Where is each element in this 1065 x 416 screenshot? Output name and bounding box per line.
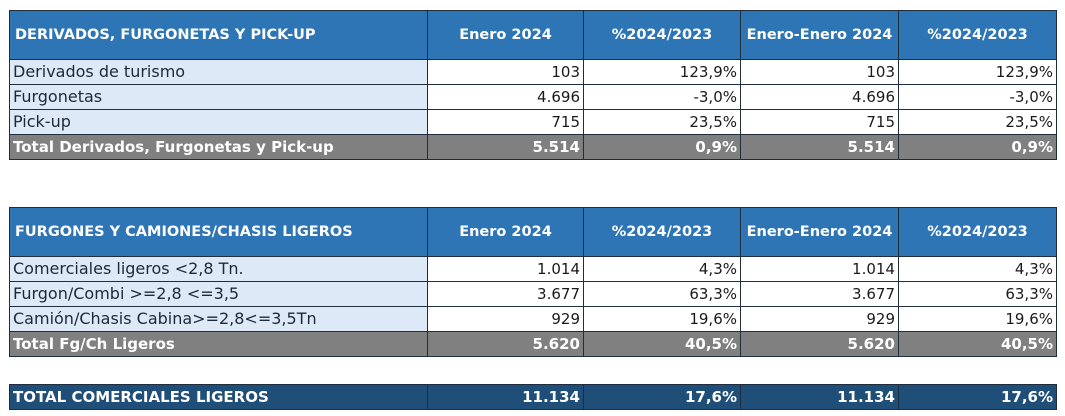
header-month-change: %2024/2023 bbox=[583, 207, 741, 257]
cell-ytd: 1.014 bbox=[740, 256, 899, 282]
table-row: Furgonetas 4.696 -3,0% 4.696 -3,0% bbox=[9, 84, 1057, 110]
header-ytd-change: %2024/2023 bbox=[898, 10, 1057, 60]
cell-ytd-change: 4,3% bbox=[898, 256, 1057, 282]
row-label: Furgon/Combi >=2,8 <=3,5 bbox=[9, 281, 428, 307]
row-label: Comerciales ligeros <2,8 Tn. bbox=[9, 256, 428, 282]
cell-ytd-change: 123,9% bbox=[898, 59, 1057, 85]
cell-month: 929 bbox=[427, 306, 584, 332]
row-label: Pick-up bbox=[9, 109, 428, 135]
table-header-row: FURGONES Y CAMIONES/CHASIS LIGEROS Enero… bbox=[9, 207, 1057, 257]
cell-month: 3.677 bbox=[427, 281, 584, 307]
cell-month-change: -3,0% bbox=[583, 84, 741, 110]
grand-total-month-change: 17,6% bbox=[583, 384, 741, 410]
cell-month-change: 23,5% bbox=[583, 109, 741, 135]
total-month: 5.620 bbox=[427, 331, 584, 357]
table-row: Derivados de turismo 103 123,9% 103 123,… bbox=[9, 59, 1057, 85]
row-label: Camión/Chasis Cabina>=2,8<=3,5Tn bbox=[9, 306, 428, 332]
cell-ytd: 3.677 bbox=[740, 281, 899, 307]
table-furgones-camiones: FURGONES Y CAMIONES/CHASIS LIGEROS Enero… bbox=[9, 207, 1057, 357]
cell-month-change: 123,9% bbox=[583, 59, 741, 85]
header-category: FURGONES Y CAMIONES/CHASIS LIGEROS bbox=[9, 207, 428, 257]
total-ytd-change: 0,9% bbox=[898, 134, 1057, 160]
cell-ytd: 929 bbox=[740, 306, 899, 332]
cell-ytd-change: 23,5% bbox=[898, 109, 1057, 135]
header-ytd-change: %2024/2023 bbox=[898, 207, 1057, 257]
grand-total-row: TOTAL COMERCIALES LIGEROS 11.134 17,6% 1… bbox=[9, 384, 1057, 410]
cell-month-change: 19,6% bbox=[583, 306, 741, 332]
cell-month: 103 bbox=[427, 59, 584, 85]
cell-month: 4.696 bbox=[427, 84, 584, 110]
total-ytd: 5.514 bbox=[740, 134, 899, 160]
total-ytd: 5.620 bbox=[740, 331, 899, 357]
header-month: Enero 2024 bbox=[427, 10, 584, 60]
total-ytd-change: 40,5% bbox=[898, 331, 1057, 357]
table-derivados-furgonetas-pickup: DERIVADOS, FURGONETAS Y PICK-UP Enero 20… bbox=[9, 10, 1057, 160]
grand-total-ytd: 11.134 bbox=[740, 384, 899, 410]
total-label: Total Fg/Ch Ligeros bbox=[9, 331, 428, 357]
table-header-row: DERIVADOS, FURGONETAS Y PICK-UP Enero 20… bbox=[9, 10, 1057, 60]
table-row: Pick-up 715 23,5% 715 23,5% bbox=[9, 109, 1057, 135]
cell-month-change: 4,3% bbox=[583, 256, 741, 282]
total-month: 5.514 bbox=[427, 134, 584, 160]
cell-ytd: 103 bbox=[740, 59, 899, 85]
table-total-row: Total Derivados, Furgonetas y Pick-up 5.… bbox=[9, 134, 1057, 160]
cell-month: 1.014 bbox=[427, 256, 584, 282]
cell-ytd: 715 bbox=[740, 109, 899, 135]
total-label: Total Derivados, Furgonetas y Pick-up bbox=[9, 134, 428, 160]
table-row: Furgon/Combi >=2,8 <=3,5 3.677 63,3% 3.6… bbox=[9, 281, 1057, 307]
cell-ytd-change: -3,0% bbox=[898, 84, 1057, 110]
total-month-change: 40,5% bbox=[583, 331, 741, 357]
row-label: Derivados de turismo bbox=[9, 59, 428, 85]
grand-total-ytd-change: 17,6% bbox=[898, 384, 1057, 410]
header-ytd: Enero-Enero 2024 bbox=[740, 10, 899, 60]
cell-ytd: 4.696 bbox=[740, 84, 899, 110]
cell-ytd-change: 19,6% bbox=[898, 306, 1057, 332]
header-ytd: Enero-Enero 2024 bbox=[740, 207, 899, 257]
table-row: Camión/Chasis Cabina>=2,8<=3,5Tn 929 19,… bbox=[9, 306, 1057, 332]
header-month-change: %2024/2023 bbox=[583, 10, 741, 60]
grand-total-month: 11.134 bbox=[427, 384, 584, 410]
table-row: Comerciales ligeros <2,8 Tn. 1.014 4,3% … bbox=[9, 256, 1057, 282]
cell-month: 715 bbox=[427, 109, 584, 135]
header-category: DERIVADOS, FURGONETAS Y PICK-UP bbox=[9, 10, 428, 60]
row-label: Furgonetas bbox=[9, 84, 428, 110]
header-month: Enero 2024 bbox=[427, 207, 584, 257]
grand-total-label: TOTAL COMERCIALES LIGEROS bbox=[9, 384, 428, 410]
cell-month-change: 63,3% bbox=[583, 281, 741, 307]
cell-ytd-change: 63,3% bbox=[898, 281, 1057, 307]
total-month-change: 0,9% bbox=[583, 134, 741, 160]
table-grand-total: TOTAL COMERCIALES LIGEROS 11.134 17,6% 1… bbox=[9, 384, 1057, 410]
table-total-row: Total Fg/Ch Ligeros 5.620 40,5% 5.620 40… bbox=[9, 331, 1057, 357]
